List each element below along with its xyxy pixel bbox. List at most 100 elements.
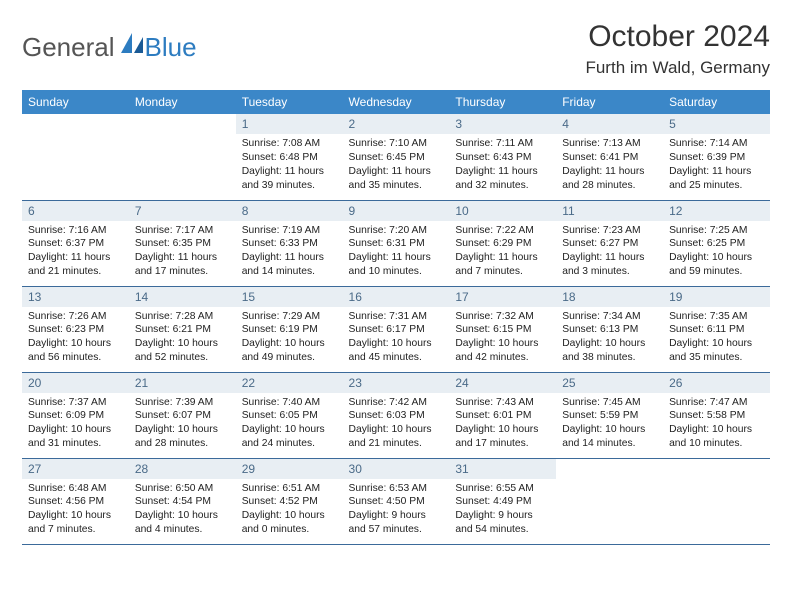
calendar-empty-cell <box>129 114 236 200</box>
daylight-text: Daylight: 10 hours and 38 minutes. <box>562 337 657 365</box>
day-number: 20 <box>22 373 129 393</box>
sunset-text: Sunset: 6:25 PM <box>669 237 764 251</box>
sunset-text: Sunset: 6:07 PM <box>135 409 230 423</box>
calendar-empty-cell <box>22 114 129 200</box>
calendar-day-cell: 23Sunrise: 7:42 AMSunset: 6:03 PMDayligh… <box>343 372 450 458</box>
calendar-day-cell: 12Sunrise: 7:25 AMSunset: 6:25 PMDayligh… <box>663 200 770 286</box>
calendar-row: 20Sunrise: 7:37 AMSunset: 6:09 PMDayligh… <box>22 372 770 458</box>
sunset-text: Sunset: 6:43 PM <box>455 151 550 165</box>
sunrise-text: Sunrise: 7:43 AM <box>455 396 550 410</box>
day-number: 26 <box>663 373 770 393</box>
weekday-header: Saturday <box>663 90 770 114</box>
daylight-text: Daylight: 10 hours and 24 minutes. <box>242 423 337 451</box>
day-details: Sunrise: 7:26 AMSunset: 6:23 PMDaylight:… <box>22 307 129 370</box>
daylight-text: Daylight: 10 hours and 56 minutes. <box>28 337 123 365</box>
day-number: 22 <box>236 373 343 393</box>
sunset-text: Sunset: 6:23 PM <box>28 323 123 337</box>
sunset-text: Sunset: 4:56 PM <box>28 495 123 509</box>
daylight-text: Daylight: 10 hours and 14 minutes. <box>562 423 657 451</box>
day-number: 3 <box>449 114 556 134</box>
calendar-day-cell: 9Sunrise: 7:20 AMSunset: 6:31 PMDaylight… <box>343 200 450 286</box>
calendar-day-cell: 20Sunrise: 7:37 AMSunset: 6:09 PMDayligh… <box>22 372 129 458</box>
daylight-text: Daylight: 10 hours and 28 minutes. <box>135 423 230 451</box>
calendar-day-cell: 31Sunrise: 6:55 AMSunset: 4:49 PMDayligh… <box>449 458 556 544</box>
sunset-text: Sunset: 6:15 PM <box>455 323 550 337</box>
daylight-text: Daylight: 10 hours and 17 minutes. <box>455 423 550 451</box>
calendar-body: 1Sunrise: 7:08 AMSunset: 6:48 PMDaylight… <box>22 114 770 544</box>
sunset-text: Sunset: 6:48 PM <box>242 151 337 165</box>
sunset-text: Sunset: 6:41 PM <box>562 151 657 165</box>
day-number: 15 <box>236 287 343 307</box>
sunrise-text: Sunrise: 7:28 AM <box>135 310 230 324</box>
sunrise-text: Sunrise: 7:26 AM <box>28 310 123 324</box>
daylight-text: Daylight: 10 hours and 42 minutes. <box>455 337 550 365</box>
daylight-text: Daylight: 10 hours and 0 minutes. <box>242 509 337 537</box>
sunset-text: Sunset: 6:39 PM <box>669 151 764 165</box>
day-number: 13 <box>22 287 129 307</box>
calendar-day-cell: 17Sunrise: 7:32 AMSunset: 6:15 PMDayligh… <box>449 286 556 372</box>
daylight-text: Daylight: 11 hours and 32 minutes. <box>455 165 550 193</box>
day-details: Sunrise: 6:48 AMSunset: 4:56 PMDaylight:… <box>22 479 129 542</box>
weekday-header: Friday <box>556 90 663 114</box>
calendar-table: SundayMondayTuesdayWednesdayThursdayFrid… <box>22 90 770 545</box>
sunset-text: Sunset: 4:49 PM <box>455 495 550 509</box>
sunrise-text: Sunrise: 7:22 AM <box>455 224 550 238</box>
sunrise-text: Sunrise: 7:23 AM <box>562 224 657 238</box>
day-number: 4 <box>556 114 663 134</box>
calendar-row: 6Sunrise: 7:16 AMSunset: 6:37 PMDaylight… <box>22 200 770 286</box>
day-number: 9 <box>343 201 450 221</box>
logo: General Blue <box>22 20 197 63</box>
calendar-row: 13Sunrise: 7:26 AMSunset: 6:23 PMDayligh… <box>22 286 770 372</box>
sunrise-text: Sunrise: 7:47 AM <box>669 396 764 410</box>
calendar-day-cell: 15Sunrise: 7:29 AMSunset: 6:19 PMDayligh… <box>236 286 343 372</box>
daylight-text: Daylight: 11 hours and 25 minutes. <box>669 165 764 193</box>
calendar-row: 27Sunrise: 6:48 AMSunset: 4:56 PMDayligh… <box>22 458 770 544</box>
day-details: Sunrise: 7:34 AMSunset: 6:13 PMDaylight:… <box>556 307 663 370</box>
day-details: Sunrise: 7:10 AMSunset: 6:45 PMDaylight:… <box>343 134 450 197</box>
sunset-text: Sunset: 6:13 PM <box>562 323 657 337</box>
day-details: Sunrise: 7:25 AMSunset: 6:25 PMDaylight:… <box>663 221 770 284</box>
sunrise-text: Sunrise: 6:48 AM <box>28 482 123 496</box>
calendar-day-cell: 18Sunrise: 7:34 AMSunset: 6:13 PMDayligh… <box>556 286 663 372</box>
day-number: 14 <box>129 287 236 307</box>
day-details: Sunrise: 7:14 AMSunset: 6:39 PMDaylight:… <box>663 134 770 197</box>
calendar-day-cell: 3Sunrise: 7:11 AMSunset: 6:43 PMDaylight… <box>449 114 556 200</box>
sunrise-text: Sunrise: 7:39 AM <box>135 396 230 410</box>
day-details: Sunrise: 7:20 AMSunset: 6:31 PMDaylight:… <box>343 221 450 284</box>
day-details: Sunrise: 7:32 AMSunset: 6:15 PMDaylight:… <box>449 307 556 370</box>
sunrise-text: Sunrise: 7:37 AM <box>28 396 123 410</box>
day-details: Sunrise: 7:19 AMSunset: 6:33 PMDaylight:… <box>236 221 343 284</box>
sunrise-text: Sunrise: 7:31 AM <box>349 310 444 324</box>
day-number: 31 <box>449 459 556 479</box>
calendar-day-cell: 25Sunrise: 7:45 AMSunset: 5:59 PMDayligh… <box>556 372 663 458</box>
day-details: Sunrise: 7:17 AMSunset: 6:35 PMDaylight:… <box>129 221 236 284</box>
sunset-text: Sunset: 6:35 PM <box>135 237 230 251</box>
sunrise-text: Sunrise: 7:19 AM <box>242 224 337 238</box>
day-number: 21 <box>129 373 236 393</box>
daylight-text: Daylight: 11 hours and 14 minutes. <box>242 251 337 279</box>
daylight-text: Daylight: 10 hours and 49 minutes. <box>242 337 337 365</box>
sunset-text: Sunset: 6:29 PM <box>455 237 550 251</box>
daylight-text: Daylight: 10 hours and 7 minutes. <box>28 509 123 537</box>
day-details: Sunrise: 7:11 AMSunset: 6:43 PMDaylight:… <box>449 134 556 197</box>
calendar-day-cell: 4Sunrise: 7:13 AMSunset: 6:41 PMDaylight… <box>556 114 663 200</box>
calendar-day-cell: 26Sunrise: 7:47 AMSunset: 5:58 PMDayligh… <box>663 372 770 458</box>
day-number: 27 <box>22 459 129 479</box>
day-number: 19 <box>663 287 770 307</box>
daylight-text: Daylight: 11 hours and 35 minutes. <box>349 165 444 193</box>
day-details: Sunrise: 7:40 AMSunset: 6:05 PMDaylight:… <box>236 393 343 456</box>
sunrise-text: Sunrise: 7:34 AM <box>562 310 657 324</box>
sunset-text: Sunset: 6:03 PM <box>349 409 444 423</box>
sunrise-text: Sunrise: 7:42 AM <box>349 396 444 410</box>
sunset-text: Sunset: 5:59 PM <box>562 409 657 423</box>
day-details: Sunrise: 6:50 AMSunset: 4:54 PMDaylight:… <box>129 479 236 542</box>
day-details: Sunrise: 6:55 AMSunset: 4:49 PMDaylight:… <box>449 479 556 542</box>
calendar-day-cell: 30Sunrise: 6:53 AMSunset: 4:50 PMDayligh… <box>343 458 450 544</box>
sunrise-text: Sunrise: 7:11 AM <box>455 137 550 151</box>
day-details: Sunrise: 7:08 AMSunset: 6:48 PMDaylight:… <box>236 134 343 197</box>
sunrise-text: Sunrise: 7:35 AM <box>669 310 764 324</box>
day-number: 30 <box>343 459 450 479</box>
sunset-text: Sunset: 6:17 PM <box>349 323 444 337</box>
day-number: 16 <box>343 287 450 307</box>
daylight-text: Daylight: 10 hours and 35 minutes. <box>669 337 764 365</box>
